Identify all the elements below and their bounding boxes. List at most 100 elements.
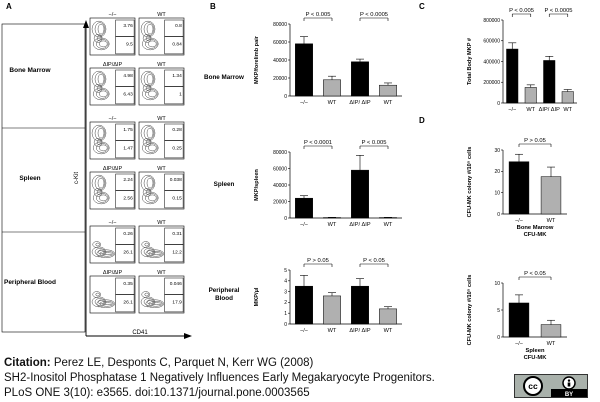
flow-plot-genotype: ΔIP/ΔIP <box>103 62 123 68</box>
chart-row-label: Peripheral <box>209 287 240 294</box>
contour-line <box>99 90 108 98</box>
chart-y-tick-label: 10 <box>494 190 500 196</box>
chart-y-axis-label: MKP/spleen <box>254 169 260 201</box>
flow-plot: −/− 3.76 9.5 <box>89 12 136 56</box>
contour-line <box>143 176 155 190</box>
contour-line <box>145 299 164 308</box>
panel-d-letter: D <box>419 116 425 125</box>
flow-plot: −/− 1.75 1.47 <box>89 116 136 160</box>
contour-line <box>145 89 158 99</box>
contour-line <box>146 73 154 85</box>
flow-gate-bottom-value: 1.47 <box>123 146 133 152</box>
contour-line <box>96 189 102 196</box>
chart-c: 0 200000 400000 600000 800000 Total Body MKP … <box>467 8 577 113</box>
chart-category-label: ΔIP/ ΔIP <box>349 222 370 228</box>
contour-line <box>99 40 108 48</box>
flow-gate-top-value: 0.8 <box>175 23 182 29</box>
cc-logo-text: cc <box>528 381 538 391</box>
flow-plot-genotype: WT <box>157 12 166 18</box>
chart-category-label: WT <box>384 328 393 334</box>
contour-line <box>93 34 103 43</box>
flow-gate-bottom <box>164 86 184 105</box>
flow-gate-top-value: 0.28 <box>172 127 182 133</box>
contour-line <box>94 22 106 36</box>
contour-line <box>94 72 106 86</box>
contour-line <box>92 241 101 248</box>
chart-y-tick-label: 5 <box>284 268 287 274</box>
flow-gate-bottom <box>115 140 135 159</box>
flow-plot: −/− 0.26 26.1 <box>89 220 136 264</box>
chart-category-label: WT <box>526 107 535 113</box>
chart-bar <box>524 87 537 104</box>
flow-gate-bottom-value: 26.1 <box>123 300 133 306</box>
chart-p-value: P > 0.05 <box>524 138 546 144</box>
contour-line <box>140 70 156 88</box>
contour-line <box>145 193 158 203</box>
row-label-frame <box>1 23 86 333</box>
contour-line <box>148 194 157 202</box>
contour-line <box>99 301 114 307</box>
contour-line <box>145 85 151 92</box>
citation-line-3: PLoS ONE 3(10): e3565. doi:10.1371/journ… <box>4 387 310 399</box>
contour-line <box>141 241 150 248</box>
flow-plot-genotype: WT <box>157 62 166 68</box>
chart-category-label: WT <box>563 107 572 113</box>
flow-gate-bottom <box>164 244 184 263</box>
chart-x-axis-label: CFU-MK <box>524 355 548 360</box>
flow-plot: WT 1.34 1 <box>138 62 185 106</box>
contour-line <box>145 189 151 196</box>
chart-category-label: −/− <box>508 107 516 113</box>
chart-y-tick-label: 40000 <box>273 183 287 189</box>
contour-line <box>141 291 150 298</box>
contour-line <box>148 301 163 307</box>
contour-line <box>99 144 108 152</box>
chart-y-tick-label: 0 <box>497 335 500 341</box>
citation-line-2: SH2-Inositol Phosphatase 1 Negatively In… <box>4 372 435 384</box>
cc-by-license-badge[interactable]: cc BY <box>514 374 588 398</box>
chart-y-axis-label: Total Body MKP # <box>467 37 473 85</box>
contour-line <box>95 242 100 247</box>
y-axis-arrowhead <box>83 20 89 28</box>
cc-logo-icon <box>523 376 543 396</box>
contour-line <box>97 73 105 85</box>
flow-gate-bottom-value: 0.84 <box>172 42 182 48</box>
chart-category-label: ΔIP/ ΔIP <box>349 328 370 334</box>
chart-category-label: WT <box>384 100 393 106</box>
citation-authors: Perez LE, Desponts C, Parquet N, Kerr WG… <box>53 357 314 369</box>
chart-y-tick-label: 10 <box>494 281 500 287</box>
contour-line <box>94 298 106 306</box>
chart-category-label: ΔIP/ ΔIP <box>539 107 560 113</box>
chart-category-label: WT <box>547 341 556 347</box>
flow-gate-top-value: 0.31 <box>172 231 182 237</box>
row-label-peripheral-blood: Peripheral Blood <box>4 279 56 286</box>
contour-line <box>140 174 156 192</box>
panel-a-flow-figure: Bone Marrow Spleen Peripheral Blood c-Ki… <box>1 12 192 339</box>
chart-bar <box>295 197 313 219</box>
chart-bar <box>323 295 341 325</box>
chart-bar <box>543 60 556 104</box>
contour-line <box>142 34 152 43</box>
chart-category-label: WT <box>328 100 337 106</box>
chart-category-label: −/− <box>515 341 523 347</box>
chart-y-tick-label: 4 <box>284 279 287 285</box>
flow-gate-bottom-value: 17.9 <box>172 300 182 306</box>
contour-line <box>96 193 109 203</box>
contour-line <box>93 188 103 197</box>
citation-label: Citation: <box>4 357 51 369</box>
chart-y-tick-label: 80000 <box>273 22 287 28</box>
flow-gate-top-value: 4.98 <box>123 73 133 79</box>
panel-b-letter: B <box>210 2 216 11</box>
contour-line <box>144 242 149 247</box>
row-label-bone-marrow: Bone Marrow <box>9 67 51 74</box>
contour-line <box>99 194 108 202</box>
contour-line <box>94 176 106 190</box>
contour-line <box>91 124 107 142</box>
flow-gate-top-value: 1.75 <box>123 127 133 133</box>
chart-p-value: P < 0.005 <box>509 8 534 14</box>
chart-x-axis-label: Bone Marrow <box>517 225 554 231</box>
chart-category-label: WT <box>547 218 556 224</box>
chart-bar <box>561 91 574 104</box>
chart-p-value: P < 0.0001 <box>304 140 332 146</box>
